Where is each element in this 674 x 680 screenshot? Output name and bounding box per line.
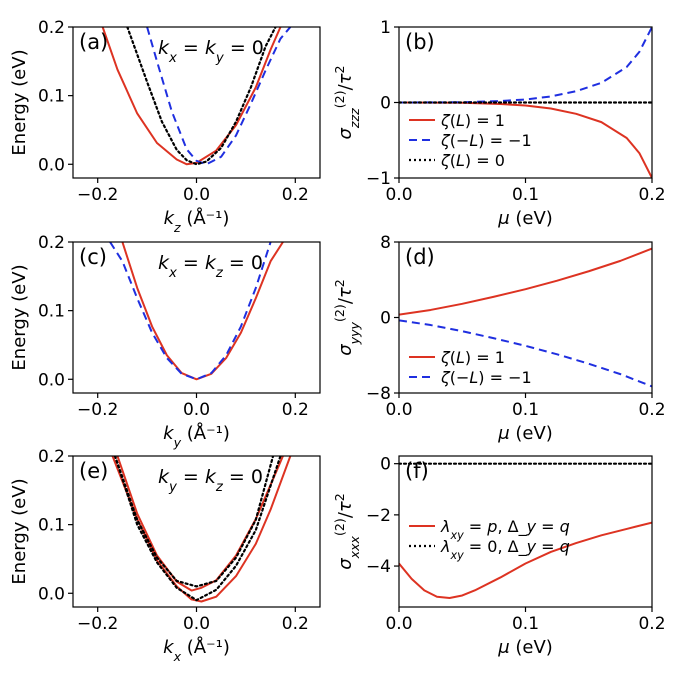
series-group [101,27,292,166]
panel-b: 0.0 0.1 0.2 −1 0 1 μ (eV) σzzz(2)/τ2 (b) ζ(L) = 1… [332,18,666,229]
y-tick-label: −2 [366,506,391,526]
series-line-red-1 [399,521,652,600]
panel-label: (f) [405,459,429,483]
panel-d: 0.0 0.1 0.2 −8 0 8 μ (eV) σyyy(2)/τ2 (d) ζ(L) = 1… [332,233,666,444]
y-tick-label: 0.2 [38,233,65,253]
y-axis-label: σzzz(2)/τ2 [332,65,362,139]
legend-label: ζ(−L) = −1 [440,131,532,150]
y-tick-label: 0.0 [38,155,65,175]
y-tick-label: 0 [380,309,391,329]
x-tick-label: 0.0 [385,400,412,420]
y-tick-label: 0.1 [38,87,65,107]
y-tick-label: −8 [366,384,391,404]
legend-label: λxy = p, Δ_y = q [440,517,570,542]
panel-e: −0.2 0.0 0.2 0.0 0.1 0.2 kx (Å⁻¹) Energy (eV) (e… [9,447,321,664]
x-tick-label: 0.2 [638,185,665,205]
y-tick-label: 0.0 [38,584,65,604]
panel-label: (d) [405,245,435,269]
x-tick-label: 0.1 [512,185,539,205]
panel-label: (e) [79,459,108,483]
y-tick-label: −4 [366,557,391,577]
x-axis-label: μ (eV) [497,637,553,658]
panels: −0.2 0.0 0.2 0.0 0.1 0.2 kz (Å⁻¹) Energy (eV) (a… [9,18,666,664]
legend: ζ(L) = 1ζ(−L) = −1 [409,348,532,387]
panel-annotation: ky = kz = 0 [158,466,263,495]
y-tick-label: −1 [366,169,391,189]
x-tick-label: 0.0 [183,185,210,205]
x-tick-label: 0.0 [183,400,210,420]
y-axis-label: σyyy(2)/τ2 [332,279,362,356]
series-line-black-4 [113,456,282,602]
series-line-red-1 [399,247,652,316]
y-axis-label: Energy (eV) [9,264,30,370]
legend-label: ζ(L) = 1 [440,348,505,367]
x-tick-label: 0.1 [512,400,539,420]
panel-label: (c) [79,245,107,269]
y-tick-label: 8 [380,233,391,253]
series-line-blue-2 [146,27,292,166]
series-line-blue-2 [109,242,272,381]
x-tick-label: 0.0 [385,185,412,205]
series-group [109,242,284,381]
series-group [399,27,652,178]
series-line-blue-2 [399,319,652,388]
x-tick-label: 0.1 [512,614,539,634]
y-tick-label: 0.2 [38,447,65,467]
x-axis-label: kz (Å⁻¹) [164,207,230,235]
panel-f: 0.0 0.1 0.2 −4 −2 0 μ (eV) σxxx(2)/τ2 (f) λxy = p… [332,455,666,658]
y-tick-label: 0.1 [38,516,65,536]
legend: ζ(L) = 1ζ(−L) = −1ζ(L) = 0 [409,111,532,170]
x-tick-label: 0.2 [282,185,309,205]
panel-c: −0.2 0.0 0.2 0.0 0.1 0.2 ky (Å⁻¹) Energy (eV) (c… [9,233,321,450]
y-tick-label: 0.2 [38,18,65,38]
y-tick-label: 0.0 [38,370,65,390]
x-axis-label: kx (Å⁻¹) [163,636,230,664]
x-axis-label: ky (Å⁻¹) [163,422,230,450]
legend-label: λxy = 0, Δ_y = q [440,537,570,562]
x-tick-label: 0.2 [282,614,309,634]
y-axis-label: σxxx(2)/τ2 [332,493,362,570]
y-tick-label: 1 [380,18,391,38]
x-tick-label: 0.2 [638,400,665,420]
series-group [399,247,652,388]
series-line-black-3 [126,27,277,166]
series-group [399,462,652,600]
series-line-red-1 [101,27,282,166]
panel-label: (b) [405,30,435,54]
x-tick-label: 0.2 [282,400,309,420]
legend-label: ζ(L) = 1 [440,111,505,130]
y-tick-label: 0 [380,94,391,114]
y-tick-label: 0.1 [38,302,65,322]
x-tick-label: −0.2 [77,614,118,634]
x-tick-label: 0.0 [183,614,210,634]
x-axis-label: μ (eV) [497,208,553,229]
x-tick-label: −0.2 [77,185,118,205]
x-tick-label: 0.2 [638,614,665,634]
panel-label: (a) [79,30,108,54]
panel-annotation: kx = kz = 0 [158,252,263,281]
series-line-red-1 [116,456,284,592]
series-group [111,456,292,603]
legend-label: ζ(L) = 0 [440,151,505,170]
x-axis-label: μ (eV) [497,423,553,444]
y-axis-label: Energy (eV) [9,49,30,155]
x-tick-label: 0.0 [385,614,412,634]
legend-label: ζ(−L) = −1 [440,368,532,387]
y-tick-label: 0 [380,455,391,475]
panel-a: −0.2 0.0 0.2 0.0 0.1 0.2 kz (Å⁻¹) Energy (eV) (a… [9,18,321,235]
panel-annotation: kx = ky = 0 [158,37,264,66]
x-tick-label: −0.2 [77,400,118,420]
y-axis-label: Energy (eV) [9,478,30,584]
series-line-black-3 [113,456,275,588]
